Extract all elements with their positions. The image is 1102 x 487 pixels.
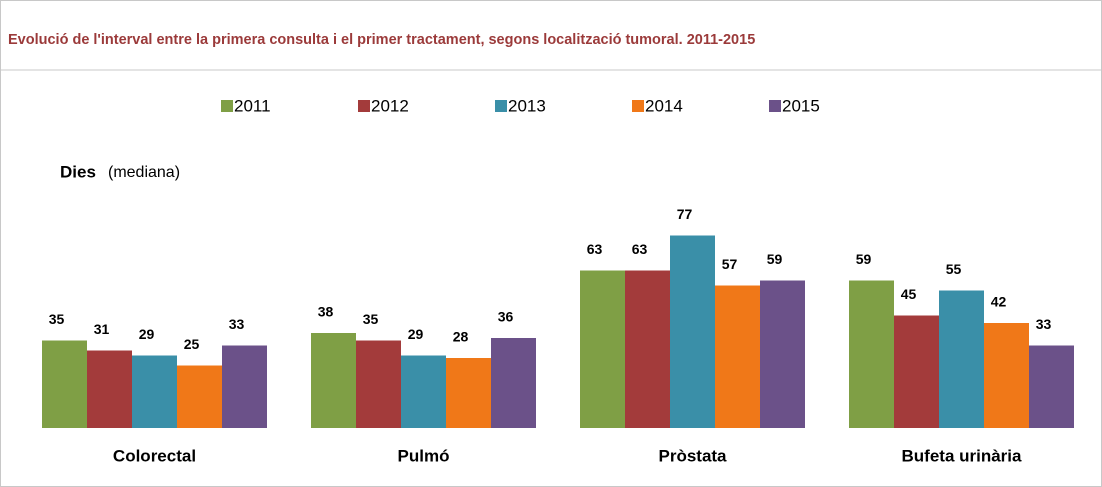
legend-swatch xyxy=(221,100,233,112)
data-label: 63 xyxy=(632,241,648,257)
bar xyxy=(446,358,491,428)
bar xyxy=(760,280,805,428)
y-axis-subtitle: (mediana) xyxy=(108,164,180,181)
bar xyxy=(222,345,267,428)
legend-label: 2014 xyxy=(645,96,683,115)
data-label: 63 xyxy=(587,241,603,257)
data-label: 42 xyxy=(991,294,1007,310)
bar xyxy=(625,270,670,428)
bar xyxy=(1029,345,1074,428)
bar xyxy=(132,355,177,428)
data-label: 28 xyxy=(453,329,469,345)
data-label: 59 xyxy=(767,251,783,267)
data-label: 31 xyxy=(94,321,110,337)
bar xyxy=(401,355,446,428)
data-label: 45 xyxy=(901,286,917,302)
legend-label: 2011 xyxy=(234,96,271,115)
data-label: 36 xyxy=(498,309,514,325)
data-label: 35 xyxy=(49,311,65,327)
legend-swatch xyxy=(632,100,644,112)
data-label: 55 xyxy=(946,261,962,277)
x-tick-label: Bufeta urinària xyxy=(902,446,1023,465)
legend-label: 2015 xyxy=(782,96,820,115)
data-label: 38 xyxy=(318,304,334,320)
x-tick-label: Pulmó xyxy=(398,446,450,465)
legend-swatch xyxy=(495,100,507,112)
bar xyxy=(580,270,625,428)
x-tick-label: Colorectal xyxy=(113,446,196,465)
bar xyxy=(715,285,760,428)
bar xyxy=(670,235,715,428)
bar xyxy=(87,350,132,428)
legend-label: 2013 xyxy=(508,96,546,115)
data-label: 29 xyxy=(408,326,424,342)
legend-swatch xyxy=(358,100,370,112)
bar xyxy=(491,338,536,428)
data-label: 77 xyxy=(677,206,693,222)
bar xyxy=(356,340,401,428)
bar xyxy=(42,340,87,428)
legend-swatch xyxy=(769,100,781,112)
data-label: 35 xyxy=(363,311,379,327)
bar xyxy=(177,365,222,428)
data-label: 57 xyxy=(722,256,738,272)
legend-label: 2012 xyxy=(371,96,409,115)
bar xyxy=(311,333,356,428)
data-label: 29 xyxy=(139,326,155,342)
chart-title: Evolució de l'interval entre la primera … xyxy=(8,32,755,48)
data-label: 33 xyxy=(1036,316,1052,332)
bar xyxy=(939,290,984,428)
x-tick-label: Pròstata xyxy=(658,446,727,465)
data-label: 33 xyxy=(229,316,245,332)
bar xyxy=(984,323,1029,428)
data-label: 59 xyxy=(856,251,872,267)
bar xyxy=(849,280,894,428)
y-axis-title: Dies xyxy=(60,162,96,181)
data-label: 25 xyxy=(184,336,200,352)
bar xyxy=(894,315,939,428)
